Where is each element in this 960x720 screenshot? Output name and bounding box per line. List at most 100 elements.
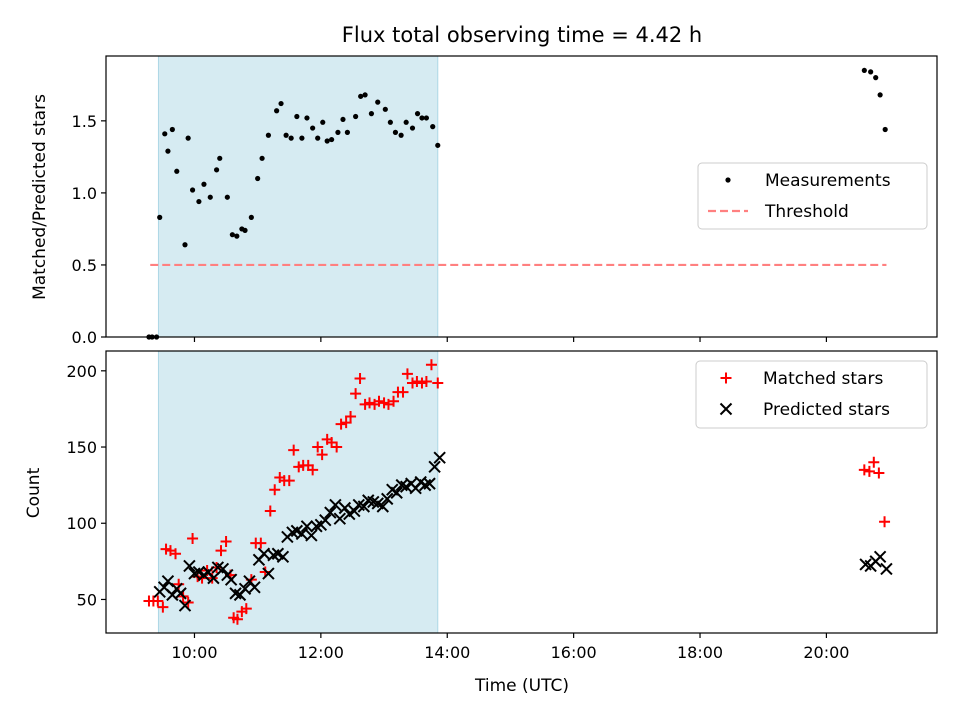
data-point xyxy=(350,388,362,400)
data-point xyxy=(329,136,335,143)
y-tick-label: 150 xyxy=(66,438,97,457)
data-point xyxy=(231,613,243,625)
data-point xyxy=(315,135,321,141)
y-tick-label: 200 xyxy=(66,362,97,381)
data-point xyxy=(319,513,332,527)
data-point xyxy=(390,486,403,499)
axes-frame xyxy=(105,350,938,634)
legend: Matched stars Predicted stars xyxy=(695,360,928,429)
data-point xyxy=(420,375,432,387)
x-tick-label: 14:00 xyxy=(424,643,470,662)
data-point xyxy=(873,467,885,479)
data-point xyxy=(316,449,328,461)
data-point xyxy=(224,194,230,200)
data-point xyxy=(324,138,330,144)
data-point xyxy=(265,132,272,138)
data-point xyxy=(165,148,171,154)
data-point xyxy=(242,227,248,233)
data-point xyxy=(213,167,220,173)
data-point xyxy=(255,175,261,182)
x-tick-label: 20:00 xyxy=(803,643,849,662)
data-point xyxy=(354,372,366,384)
data-point xyxy=(338,501,352,515)
data-point xyxy=(353,113,359,120)
data-point xyxy=(288,444,300,456)
data-point xyxy=(403,119,409,125)
data-point xyxy=(183,559,196,573)
data-point xyxy=(229,232,235,238)
data-point xyxy=(157,601,169,613)
data-point xyxy=(238,582,252,596)
data-point xyxy=(324,506,337,519)
data-point xyxy=(414,111,421,117)
data-point xyxy=(278,100,284,107)
data-point xyxy=(430,124,436,130)
data-point xyxy=(276,550,290,563)
data-point xyxy=(357,500,371,513)
bottom-y-axis-label: Count xyxy=(24,467,44,518)
data-point xyxy=(262,567,275,580)
data-point xyxy=(240,603,252,615)
data-point xyxy=(187,532,199,544)
y-tick-label: 0.0 xyxy=(72,328,97,347)
data-point xyxy=(196,198,202,205)
data-point xyxy=(423,477,436,490)
data-point xyxy=(873,75,879,81)
legend-label: Matched stars xyxy=(763,369,883,389)
observing-window-span xyxy=(157,55,439,338)
data-point xyxy=(419,115,425,121)
data-point xyxy=(178,599,192,612)
legend: Measurements Threshold xyxy=(697,162,928,230)
data-point xyxy=(157,214,163,220)
data-point xyxy=(409,125,416,131)
data-point xyxy=(433,451,446,464)
data-point xyxy=(320,119,326,125)
data-point xyxy=(880,562,893,576)
data-point xyxy=(335,129,341,135)
top-y-axis-label: Matched/Predicted stars xyxy=(30,94,50,300)
x-tick-label: 10:00 xyxy=(171,643,217,662)
data-point xyxy=(358,93,364,99)
x-axis-label: Time (UTC) xyxy=(474,676,569,696)
data-point xyxy=(333,512,347,525)
data-point xyxy=(255,537,267,549)
data-point xyxy=(169,126,175,133)
data-point xyxy=(185,135,191,141)
data-point xyxy=(344,129,351,135)
data-point xyxy=(882,126,888,133)
axes-frame xyxy=(105,55,938,338)
data-point xyxy=(299,135,305,141)
bottom-plot-area: 50 100 150 200 10:00 12:00 14:00 16:00 18:00 20:0… xyxy=(66,350,938,662)
top-plot-area: 0.0 0.5 1.0 1.5 Measurements Threshold xyxy=(72,55,938,347)
data-point xyxy=(879,516,891,528)
data-point xyxy=(382,106,388,112)
data-point xyxy=(432,377,444,389)
data-point xyxy=(868,69,874,75)
data-point xyxy=(397,386,409,398)
data-point xyxy=(264,505,276,517)
data-point xyxy=(234,233,240,239)
data-point xyxy=(423,115,429,121)
chart-title: Flux total observing time = 4.42 h xyxy=(342,23,702,47)
series-matched-stars xyxy=(143,359,891,625)
data-point xyxy=(201,181,207,187)
y-tick-label: 50 xyxy=(77,590,97,609)
y-tick-label: 1.0 xyxy=(72,184,97,203)
legend-label: Measurements xyxy=(765,171,891,191)
y-tick-label: 100 xyxy=(66,514,97,533)
data-point xyxy=(189,187,196,193)
data-point xyxy=(858,464,870,476)
data-point xyxy=(425,359,437,371)
x-tick-label: 12:00 xyxy=(298,643,344,662)
data-point xyxy=(375,99,381,105)
data-point xyxy=(373,395,385,407)
legend-marker-matched xyxy=(720,372,732,384)
legend-label: Threshold xyxy=(764,202,849,222)
data-point xyxy=(248,214,254,220)
data-point xyxy=(868,456,880,468)
series-predicted-stars xyxy=(153,451,893,612)
ratio-panel: Flux total observing time = 4.42 h Match… xyxy=(30,23,938,347)
data-point xyxy=(310,125,316,131)
data-point xyxy=(294,113,300,120)
